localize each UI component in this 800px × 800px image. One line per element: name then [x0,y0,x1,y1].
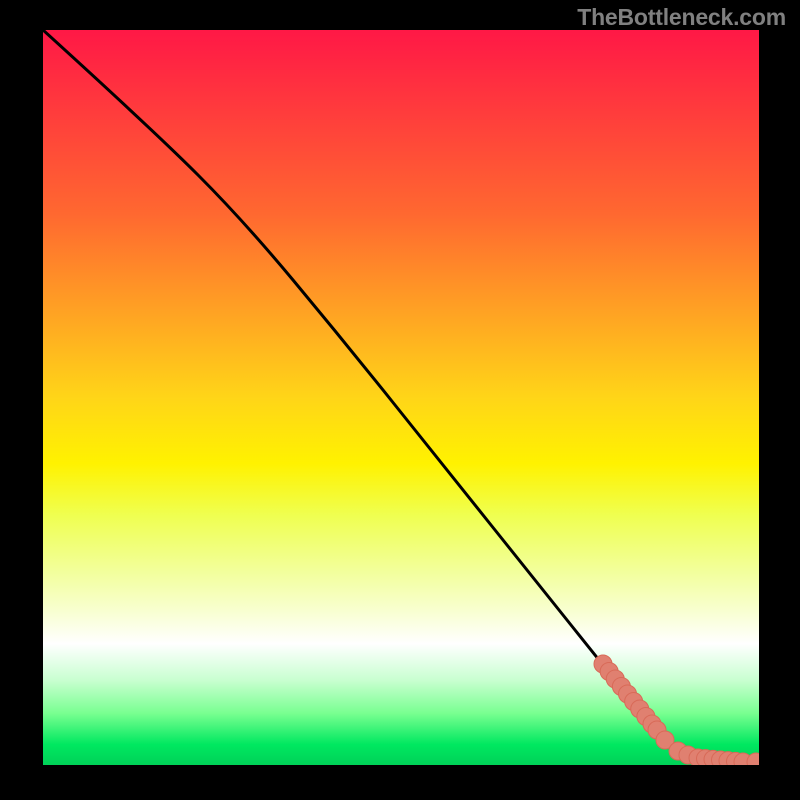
watermark-text: TheBottleneck.com [577,4,786,31]
gradient-background [43,30,759,765]
plot-area [43,30,759,765]
plot-svg [43,30,759,765]
chart-frame: TheBottleneck.com [0,0,800,800]
